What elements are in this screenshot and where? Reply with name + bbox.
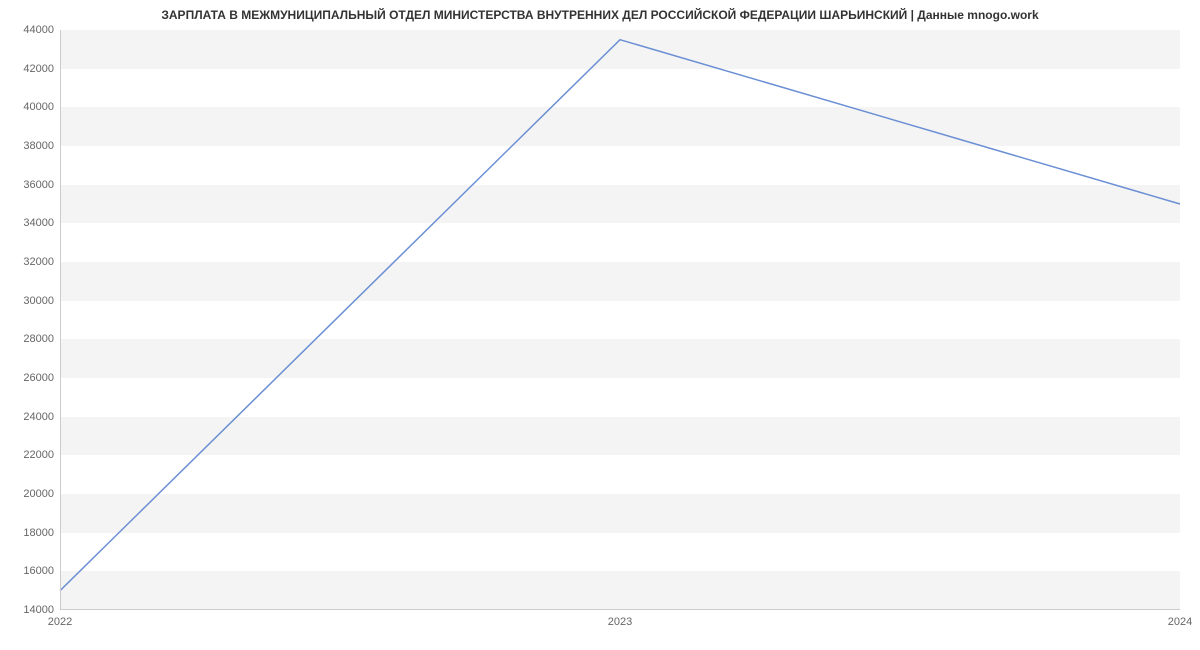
y-tick-label: 24000 — [23, 411, 54, 423]
y-axis-line — [60, 30, 61, 610]
y-tick-label: 36000 — [23, 179, 54, 191]
y-tick-label: 16000 — [23, 565, 54, 577]
salary-line-chart: ЗАРПЛАТА В МЕЖМУНИЦИПАЛЬНЫЙ ОТДЕЛ МИНИСТ… — [0, 0, 1200, 650]
y-tick-label: 26000 — [23, 372, 54, 384]
y-tick-label: 44000 — [23, 24, 54, 36]
y-tick-label: 28000 — [23, 333, 54, 345]
y-tick-label: 34000 — [23, 217, 54, 229]
y-tick-label: 30000 — [23, 295, 54, 307]
x-tick-label: 2022 — [48, 616, 72, 628]
x-axis-line — [60, 609, 1180, 610]
x-tick-label: 2023 — [608, 616, 632, 628]
y-tick-label: 18000 — [23, 527, 54, 539]
chart-title: ЗАРПЛАТА В МЕЖМУНИЦИПАЛЬНЫЙ ОТДЕЛ МИНИСТ… — [0, 8, 1200, 22]
y-tick-label: 14000 — [23, 604, 54, 616]
y-tick-label: 40000 — [23, 101, 54, 113]
x-tick-label: 2024 — [1168, 616, 1192, 628]
series-line-salary — [60, 40, 1180, 591]
y-tick-label: 32000 — [23, 256, 54, 268]
plot-area: 1400016000180002000022000240002600028000… — [60, 30, 1180, 610]
chart-svg-layer — [60, 30, 1180, 610]
y-tick-label: 22000 — [23, 449, 54, 461]
y-tick-label: 20000 — [23, 488, 54, 500]
y-tick-label: 42000 — [23, 63, 54, 75]
y-tick-label: 38000 — [23, 140, 54, 152]
